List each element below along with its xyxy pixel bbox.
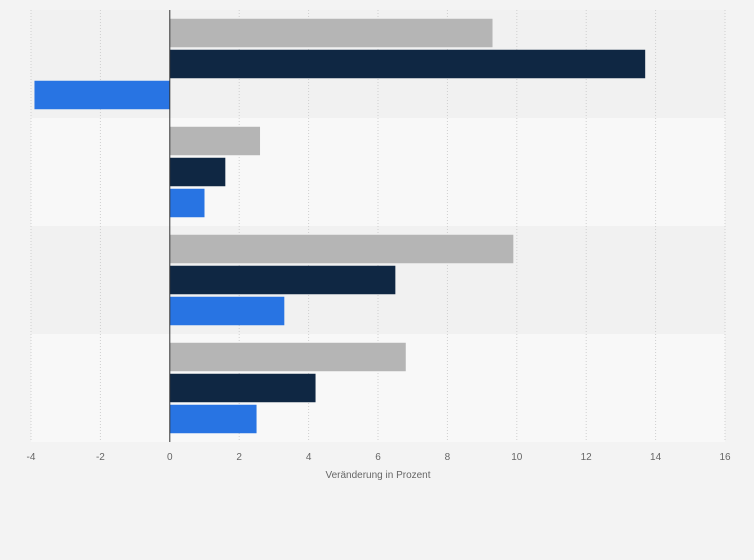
- bar: [34, 80, 170, 110]
- bar: [169, 296, 285, 326]
- x-tick-label: 10: [511, 452, 523, 463]
- x-tick-label: -2: [96, 452, 105, 463]
- bars: [34, 18, 646, 434]
- x-tick-label: 12: [581, 452, 593, 463]
- x-axis-label: Veränderung in Prozent: [325, 470, 430, 481]
- bar: [169, 157, 226, 187]
- bar: [169, 404, 257, 434]
- bar: [169, 188, 205, 218]
- grid-lines: [30, 10, 726, 442]
- bar: [169, 49, 646, 79]
- x-tick-label: 2: [236, 452, 242, 463]
- bar: [169, 342, 406, 372]
- bar: [169, 373, 316, 403]
- x-tick-label: 8: [445, 452, 451, 463]
- x-tick-label: 14: [650, 452, 662, 463]
- x-tick-label: 6: [375, 452, 381, 463]
- x-tick-labels: -4 -2 0 2 4 6 8 10 12 14 16: [27, 452, 731, 463]
- bar: [169, 234, 514, 264]
- x-tick-label: 16: [719, 452, 731, 463]
- x-tick-label: 0: [167, 452, 173, 463]
- bar: [169, 265, 396, 295]
- x-tick-label: 4: [306, 452, 312, 463]
- bar: [169, 126, 261, 156]
- bar: [169, 18, 493, 48]
- x-tick-label: -4: [27, 452, 36, 463]
